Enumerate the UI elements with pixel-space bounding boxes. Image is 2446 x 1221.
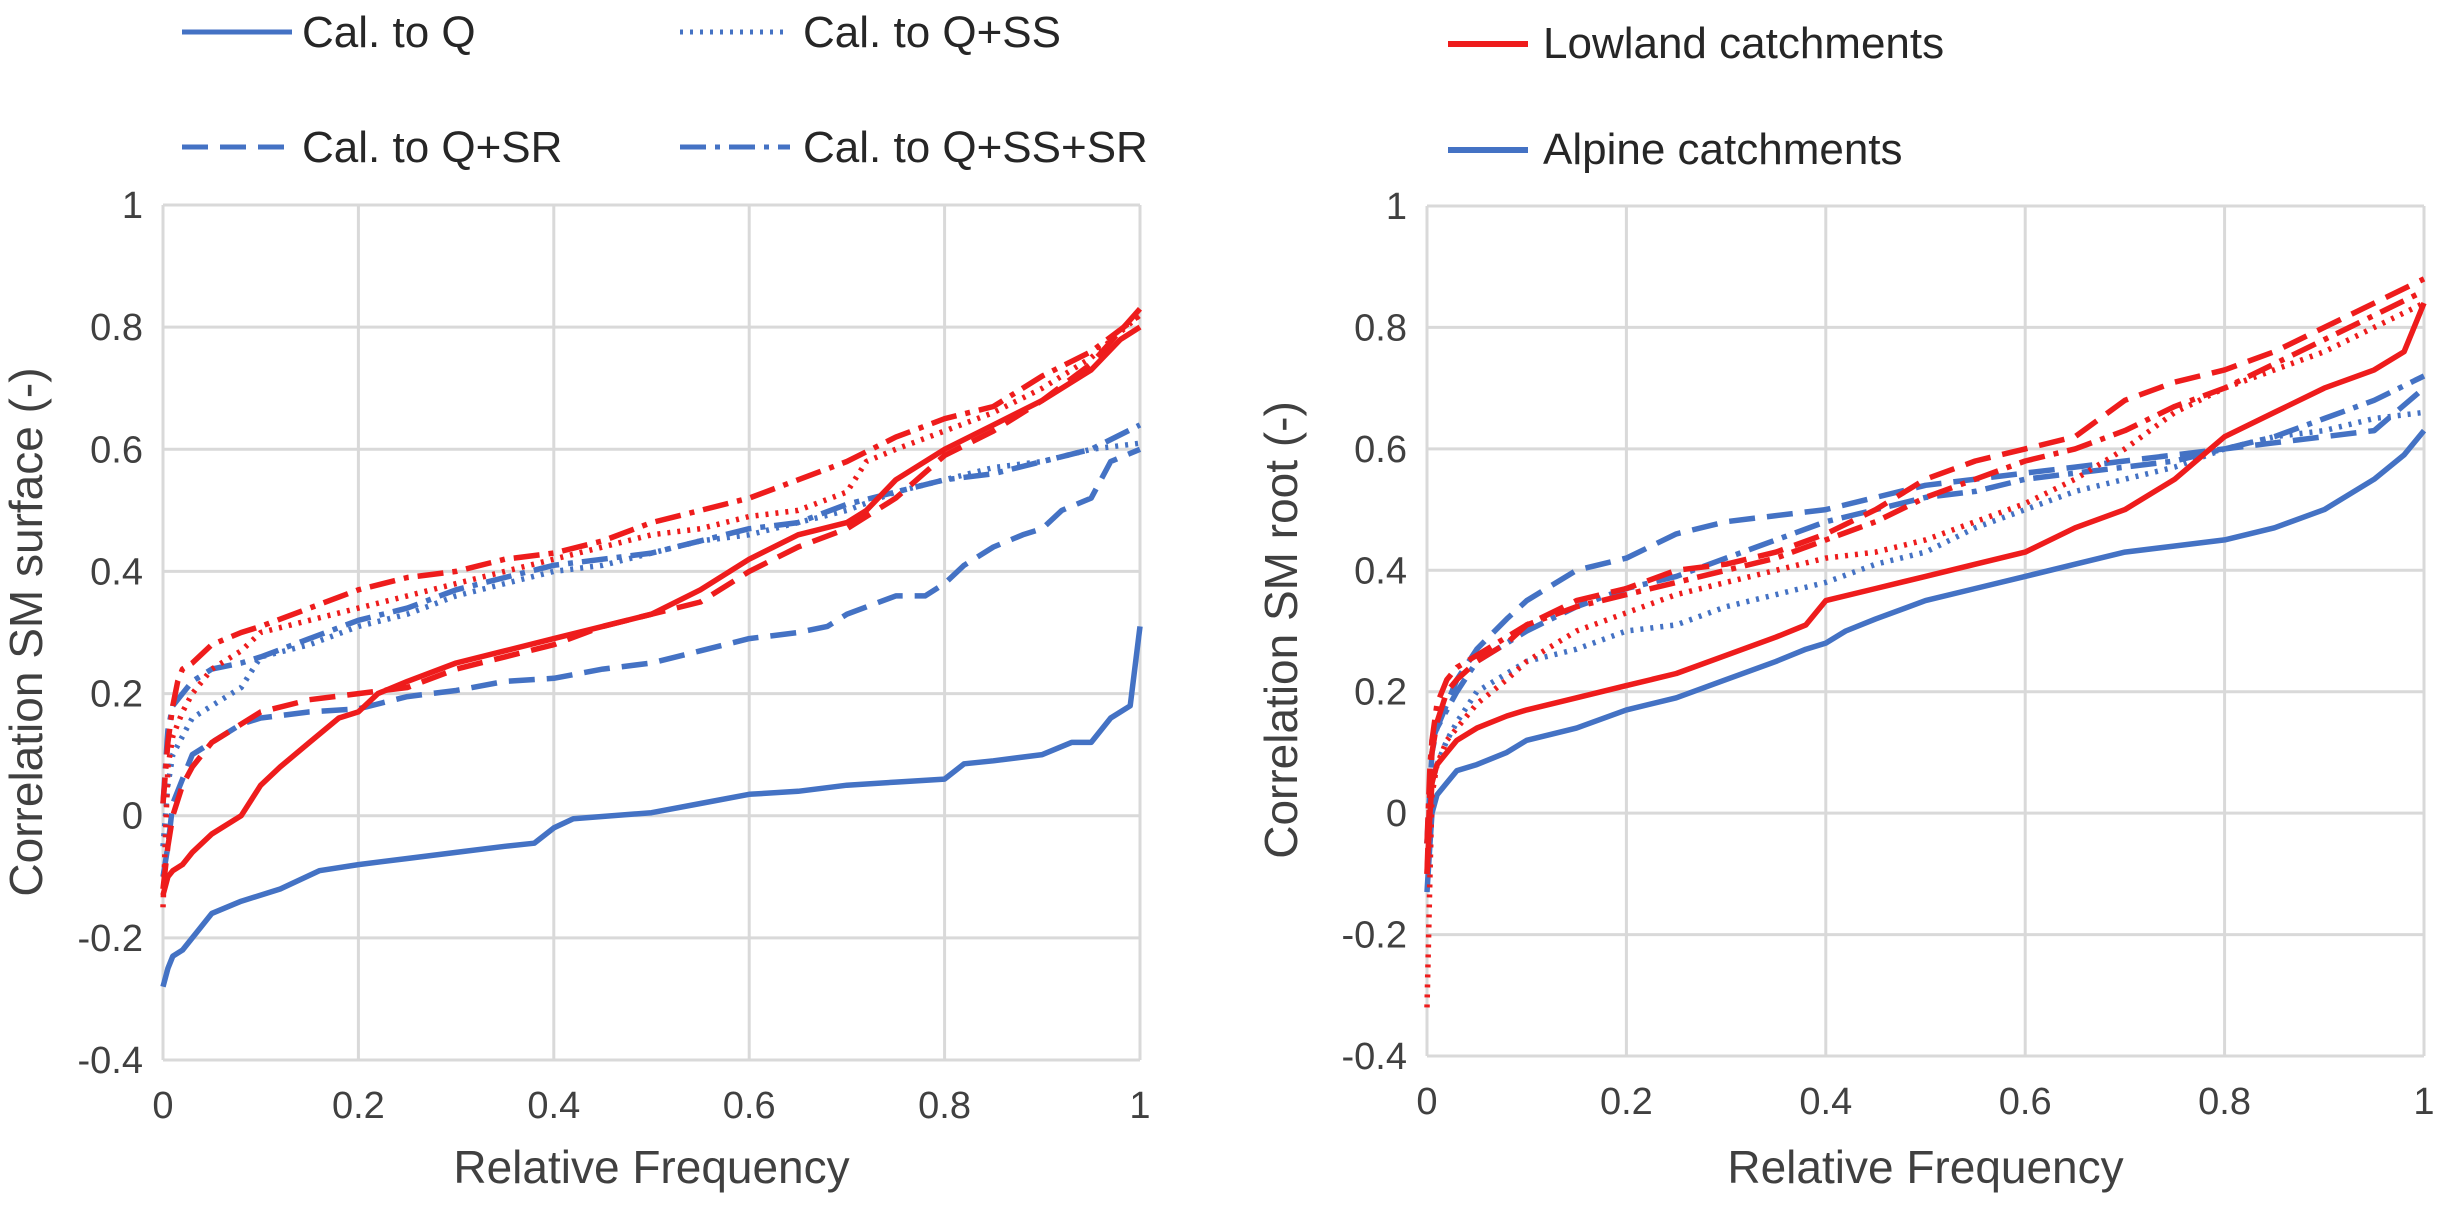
y-tick-label: -0.4 <box>78 1040 143 1082</box>
x-tick-label: 0.4 <box>527 1085 580 1127</box>
right-series-lowland-dashdot <box>1424 288 2426 844</box>
right-series-alpine-dashed <box>1424 386 2426 844</box>
y-tick-label: 0 <box>122 796 143 838</box>
y-axis-title: Correlation SM surface (-) <box>0 367 52 896</box>
y-axis-title: Correlation SM root (-) <box>1255 401 1307 859</box>
x-tick-label: 0 <box>1416 1081 1437 1123</box>
left-series-lowland-dashdot <box>160 312 1142 804</box>
left-series-lowland-dashed <box>160 306 1143 890</box>
right-series-alpine-solid <box>1424 428 2427 893</box>
legend-label-q: Cal. to Q <box>302 8 476 57</box>
legend-label-lowland: Lowland catchments <box>1543 19 1944 68</box>
legend-left: Cal. to Q Cal. to Q+SS Cal. to Q+SR Cal.… <box>182 8 1148 172</box>
y-tick-label: 0.4 <box>1354 550 1407 592</box>
y-tick-label: -0.2 <box>78 918 143 960</box>
legend-label-q-ss: Cal. to Q+SS <box>803 8 1061 57</box>
x-tick-label: 1 <box>1129 1085 1150 1127</box>
x-tick-label: 0.2 <box>1600 1081 1653 1123</box>
x-tick-label: 0.6 <box>723 1085 776 1127</box>
y-tick-label: 0.4 <box>90 551 143 593</box>
x-tick-label: 0.8 <box>918 1085 971 1127</box>
x-tick-label: 1 <box>2413 1081 2434 1123</box>
x-tick-label: 0.8 <box>2198 1081 2251 1123</box>
y-tick-label: 0.2 <box>90 674 143 716</box>
left-series-alpine-dotted <box>160 440 1141 847</box>
right-series-lowland-dashed <box>1424 276 2426 874</box>
x-tick-label: 0.2 <box>332 1085 385 1127</box>
x-axis-title: Relative Frequency <box>453 1141 849 1193</box>
y-tick-label: -0.2 <box>1342 915 1407 957</box>
left-series-lowland-solid <box>160 324 1142 896</box>
legend-label-alpine: Alpine catchments <box>1543 125 1903 174</box>
y-tick-label: 1 <box>122 185 143 227</box>
legend-right: Lowland catchments Alpine catchments <box>1448 19 1944 174</box>
right-series-alpine-dashdot <box>1424 373 2426 844</box>
right-series-lowland-dotted <box>1424 300 2426 1008</box>
left-series-alpine-solid <box>160 626 1143 988</box>
right-series-alpine-dotted <box>1424 409 2425 844</box>
x-tick-label: 0.4 <box>1799 1081 1852 1123</box>
x-tick-label: 0.6 <box>1999 1081 2052 1123</box>
y-tick-label: 0 <box>1386 793 1407 835</box>
right-series-lowland-solid <box>1424 302 2427 875</box>
y-tick-label: 1 <box>1386 186 1407 228</box>
chart-right: -0.4 -0.2 0 0.2 0.4 0.6 0.8 1 0 0.2 0.4 0.6 0.8 1 Rela… <box>1255 186 2435 1193</box>
y-tick-label: 0.6 <box>90 429 143 471</box>
x-axis-title: Relative Frequency <box>1727 1141 2123 1193</box>
chart-left: -0.4 -0.2 0 0.2 0.4 0.6 0.8 1 0 0.2 0.4 0.6 0.8 1 Rela… <box>0 185 1151 1193</box>
legend-label-q-ss-sr: Cal. to Q+SS+SR <box>803 123 1148 172</box>
y-tick-label: 0.2 <box>1354 672 1407 714</box>
y-tick-label: 0.8 <box>1354 307 1407 349</box>
left-series-alpine-dashdot <box>160 422 1142 804</box>
legend-label-q-sr: Cal. to Q+SR <box>302 123 562 172</box>
y-tick-label: 0.8 <box>90 307 143 349</box>
y-tick-label: 0.6 <box>1354 429 1407 471</box>
x-tick-label: 0 <box>152 1085 173 1127</box>
y-tick-label: -0.4 <box>1342 1036 1407 1078</box>
